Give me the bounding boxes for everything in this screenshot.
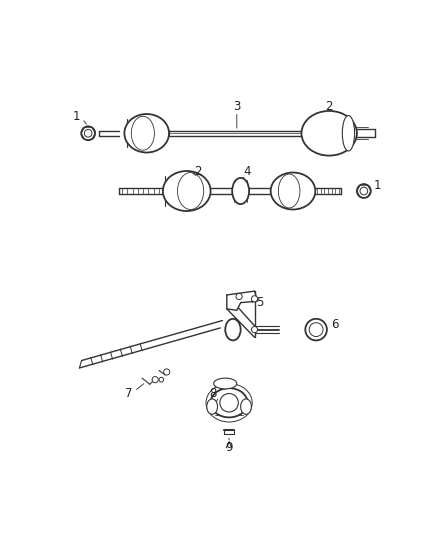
Circle shape [159, 377, 164, 382]
Text: 1: 1 [374, 179, 381, 192]
Text: 2: 2 [325, 100, 333, 113]
Circle shape [220, 393, 238, 412]
Ellipse shape [163, 171, 211, 211]
Text: 9: 9 [225, 441, 233, 454]
Text: 8: 8 [209, 387, 217, 400]
Text: 7: 7 [125, 387, 133, 400]
Text: 4: 4 [243, 165, 251, 178]
Circle shape [81, 126, 95, 140]
Circle shape [251, 327, 258, 333]
Circle shape [164, 369, 170, 375]
Circle shape [357, 184, 371, 198]
Circle shape [236, 294, 242, 300]
Circle shape [360, 187, 367, 195]
Circle shape [85, 130, 92, 137]
Ellipse shape [342, 116, 355, 151]
Ellipse shape [211, 388, 247, 417]
Circle shape [309, 322, 323, 336]
Ellipse shape [271, 173, 315, 209]
Text: 5: 5 [256, 296, 264, 309]
Text: 3: 3 [233, 100, 240, 113]
Text: 2: 2 [194, 165, 202, 178]
Circle shape [251, 296, 258, 302]
Ellipse shape [214, 378, 237, 389]
Text: 1: 1 [73, 110, 81, 123]
Ellipse shape [240, 399, 251, 414]
Ellipse shape [301, 111, 357, 156]
Circle shape [152, 377, 158, 383]
Ellipse shape [232, 178, 249, 204]
Ellipse shape [124, 114, 169, 152]
Ellipse shape [207, 399, 218, 414]
Text: 6: 6 [331, 318, 338, 330]
Ellipse shape [225, 319, 240, 341]
Polygon shape [227, 291, 258, 310]
Circle shape [305, 319, 327, 341]
